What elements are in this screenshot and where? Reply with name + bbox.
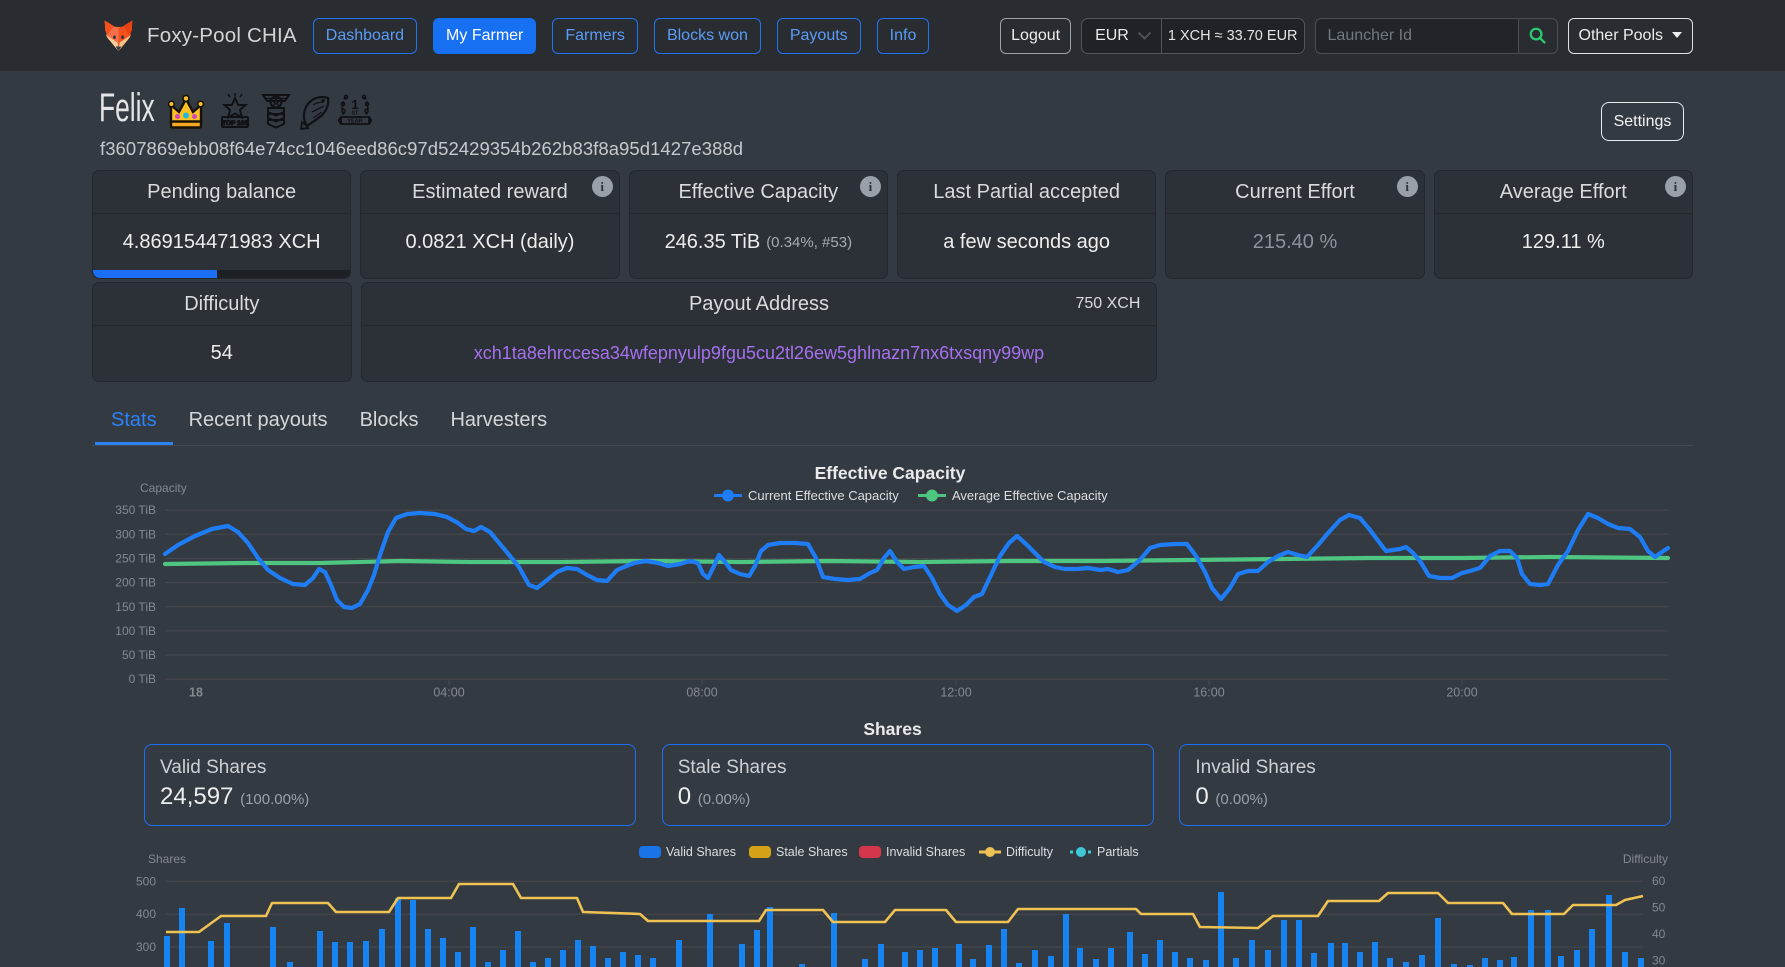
svg-text:08:00: 08:00 (686, 686, 717, 700)
svg-text:Average Effective Capacity: Average Effective Capacity (952, 488, 1108, 503)
svg-text:04:00: 04:00 (433, 686, 464, 700)
svg-text:40: 40 (1652, 927, 1666, 941)
svg-text:16:00: 16:00 (1193, 686, 1224, 700)
svg-text:50 TiB: 50 TiB (122, 648, 156, 662)
svg-text:100 TiB: 100 TiB (115, 624, 156, 638)
svg-text:50: 50 (1652, 901, 1666, 915)
svg-text:18: 18 (189, 686, 203, 700)
svg-text:250 TiB: 250 TiB (115, 552, 156, 566)
svg-text:Difficulty: Difficulty (1623, 852, 1668, 866)
svg-text:ST: ST (352, 111, 358, 117)
svg-text:500: 500 (136, 874, 156, 888)
svg-text:TOP 100: TOP 100 (222, 120, 248, 127)
svg-text:60: 60 (1652, 874, 1666, 888)
svg-text:150 TiB: 150 TiB (115, 600, 156, 614)
svg-text:Effective Capacity: Effective Capacity (815, 463, 966, 483)
svg-text:Difficulty: Difficulty (1006, 845, 1054, 859)
svg-text:Partials: Partials (1097, 845, 1139, 859)
svg-text:400: 400 (136, 907, 156, 921)
svg-text:300 TiB: 300 TiB (115, 527, 156, 541)
svg-text:20:00: 20:00 (1446, 686, 1477, 700)
svg-text:Shares: Shares (148, 852, 186, 866)
svg-text:300: 300 (136, 940, 156, 954)
svg-text:200 TiB: 200 TiB (115, 576, 156, 590)
svg-text:YEAR: YEAR (347, 119, 362, 125)
svg-text:Capacity: Capacity (140, 481, 187, 495)
svg-text:12:00: 12:00 (940, 686, 971, 700)
svg-text:Invalid Shares: Invalid Shares (886, 845, 965, 859)
svg-text:Stale Shares: Stale Shares (776, 845, 848, 859)
svg-text:Current Effective Capacity: Current Effective Capacity (748, 488, 899, 503)
svg-text:350 TiB: 350 TiB (115, 503, 156, 517)
svg-text:0 TiB: 0 TiB (129, 672, 156, 686)
svg-text:30: 30 (1652, 954, 1666, 967)
svg-text:Valid Shares: Valid Shares (666, 845, 736, 859)
svg-text:1: 1 (351, 97, 358, 112)
